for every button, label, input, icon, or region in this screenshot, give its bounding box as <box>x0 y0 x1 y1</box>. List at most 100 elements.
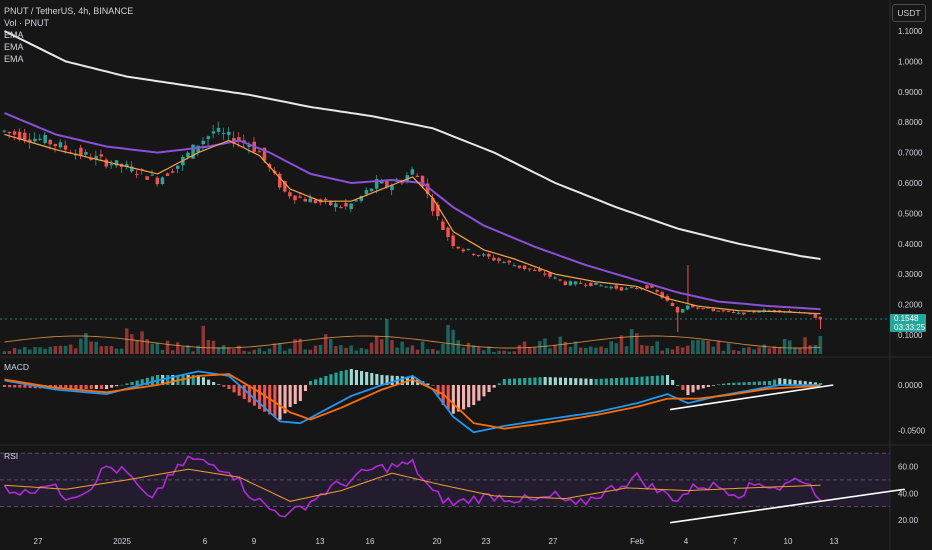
volume-bar <box>737 350 741 354</box>
volume-bar <box>471 345 476 354</box>
macd-histogram-bar <box>742 382 746 385</box>
volume-bar <box>701 340 705 354</box>
candle-body <box>17 131 22 140</box>
candle-body <box>696 307 700 309</box>
macd-label[interactable]: MACD <box>4 362 30 372</box>
volume-bar <box>119 348 124 354</box>
macd-histogram-bar <box>564 377 568 385</box>
candle-body <box>538 268 542 272</box>
volume-bar <box>594 347 598 354</box>
volume-bar <box>604 348 608 354</box>
macd-histogram-bar <box>212 381 216 385</box>
candle-body <box>461 249 466 252</box>
volume-bar <box>502 350 506 354</box>
volume-bar <box>48 346 52 354</box>
symbol-legend[interactable]: PNUT / TetherUS, 4h, BINANCE <box>4 6 134 16</box>
candle-body <box>584 284 588 286</box>
candle-body <box>466 248 471 250</box>
candle-body <box>99 154 103 157</box>
volume-bar <box>130 334 134 354</box>
candle-body <box>502 262 506 264</box>
rsi-label[interactable]: RSI <box>4 451 19 461</box>
macd-histogram-bar <box>640 376 644 385</box>
candle-body <box>568 281 573 286</box>
macd-histogram-bar <box>456 385 460 412</box>
volume-bar <box>63 345 68 354</box>
volume-bar <box>334 346 338 354</box>
volume-bar <box>237 345 241 354</box>
volume-bar <box>655 341 659 354</box>
ema-legend-1[interactable]: EMA <box>4 30 24 40</box>
volume-bar <box>747 347 751 354</box>
macd-histogram-bar <box>482 385 486 397</box>
macd-histogram-bar <box>293 385 297 405</box>
volume-bar <box>221 345 226 354</box>
volume-bar <box>696 340 700 354</box>
price-tick-label: 0.7000 <box>898 149 923 158</box>
rsi-pane[interactable] <box>0 452 905 524</box>
macd-histogram-bar <box>237 385 241 396</box>
candle-body <box>686 305 690 310</box>
volume-bar <box>726 343 731 354</box>
volume-bar <box>349 345 353 354</box>
volume-bar <box>624 346 629 354</box>
macd-histogram-bar <box>349 368 353 385</box>
volume-bar <box>160 349 165 354</box>
macd-tick-label: 0.0000 <box>898 381 923 390</box>
currency-unit-button[interactable]: USDT <box>892 4 926 22</box>
macd-histogram-bar <box>145 377 149 385</box>
candle-body <box>716 310 721 312</box>
volume-bar <box>578 347 583 354</box>
candle-body <box>650 285 654 288</box>
candle-body <box>721 310 726 312</box>
volume-bar <box>441 343 445 354</box>
volume-bar <box>104 346 109 354</box>
macd-histogram-bar <box>558 377 562 385</box>
volume-bar <box>267 348 272 354</box>
ema-legend-3[interactable]: EMA <box>4 54 24 64</box>
macd-histogram-bar <box>166 374 170 385</box>
macd-histogram-bar <box>655 375 659 385</box>
price-tick-label: 0.5000 <box>898 209 923 218</box>
volume-bar <box>686 345 690 354</box>
candle-body <box>109 164 114 166</box>
candle-body <box>813 314 817 318</box>
volume-bar <box>793 347 797 354</box>
macd-histogram-bar <box>191 374 195 385</box>
volume-bar <box>38 347 42 354</box>
macd-histogram-bar <box>706 385 710 388</box>
macd-histogram-bar <box>242 385 246 400</box>
ema-legend-2[interactable]: EMA <box>4 42 24 52</box>
macd-histogram-bar <box>538 377 542 385</box>
candle-body <box>53 144 58 147</box>
candle-body <box>390 185 394 191</box>
price-pane[interactable] <box>0 30 890 332</box>
volume-bar <box>155 342 160 354</box>
macd-histogram-bar <box>69 385 73 390</box>
candle-body <box>206 136 211 140</box>
candle-body <box>186 152 190 158</box>
volume-legend[interactable]: Vol · PNUT <box>4 18 50 28</box>
volume-bar <box>553 345 557 354</box>
macd-histogram-bar <box>130 381 134 385</box>
volume-bar <box>640 344 644 354</box>
macd-trendline <box>669 384 834 411</box>
macd-histogram-bar <box>691 385 695 393</box>
volume-bar <box>33 347 37 354</box>
candle-body <box>691 305 695 308</box>
macd-histogram-bar <box>227 385 231 390</box>
volume-bar <box>252 349 256 354</box>
macd-histogram-bar <box>426 383 430 385</box>
volume-bar <box>767 348 772 354</box>
macd-histogram-bar <box>110 385 114 388</box>
rsi-tick-label: 40.00 <box>898 489 919 498</box>
candle-body <box>160 177 165 185</box>
candle-body <box>298 196 302 198</box>
volume-bar <box>614 343 619 354</box>
candle-body <box>43 134 47 144</box>
time-tick-label: 2025 <box>113 537 131 546</box>
macd-histogram-bar <box>150 376 154 385</box>
macd-pane[interactable] <box>3 368 834 434</box>
candle-body <box>334 203 338 208</box>
